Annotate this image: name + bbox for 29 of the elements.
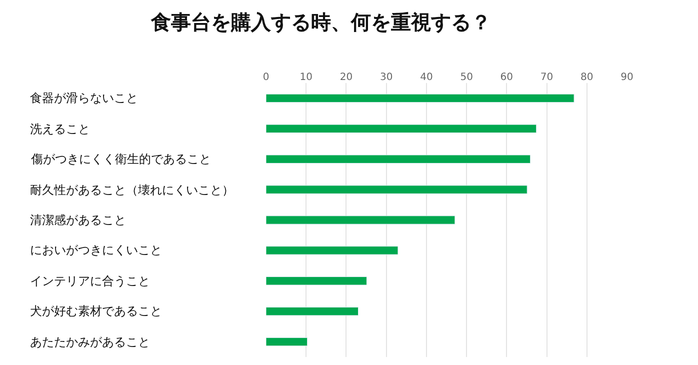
y-tick-label: あたたかみがあること — [30, 335, 150, 349]
chart-title: 食事台を購入する時、何を重視する？ — [150, 10, 492, 34]
x-tick-label: 0 — [262, 72, 270, 83]
x-tick-label: 50 — [460, 72, 473, 83]
x-tick-label: 40 — [420, 72, 433, 83]
y-tick-label: 傷がつきにくく衛生的であること — [30, 152, 211, 166]
x-tick-label: 30 — [380, 72, 393, 83]
bar — [266, 185, 528, 194]
y-tick-label: 犬が好む素材であること — [30, 304, 162, 318]
x-tick-label: 60 — [500, 72, 514, 83]
bar — [266, 94, 574, 103]
y-tick-label: 食器が滑らないこと — [30, 91, 138, 105]
bar — [266, 154, 531, 164]
y-tick-label: 清潔感があること — [30, 213, 126, 227]
x-tick-label: 10 — [300, 72, 312, 83]
bar — [266, 337, 308, 346]
y-tick-label: においがつきにくいこと — [30, 243, 162, 257]
x-tick-label: 80 — [580, 72, 594, 83]
bar — [266, 246, 398, 255]
bar — [266, 124, 537, 134]
x-tick-label: 20 — [340, 72, 353, 83]
y-tick-label: 洗えること — [30, 122, 90, 136]
x-tick-label: 90 — [620, 72, 634, 83]
y-tick-label: 耐久性があること（壊れにくいこと） — [30, 183, 234, 197]
bar — [266, 216, 456, 224]
y-tick-label: インテリアに合うこと — [30, 274, 150, 288]
bar — [266, 306, 359, 316]
bar — [266, 276, 367, 286]
x-tick-label: 70 — [540, 72, 554, 83]
